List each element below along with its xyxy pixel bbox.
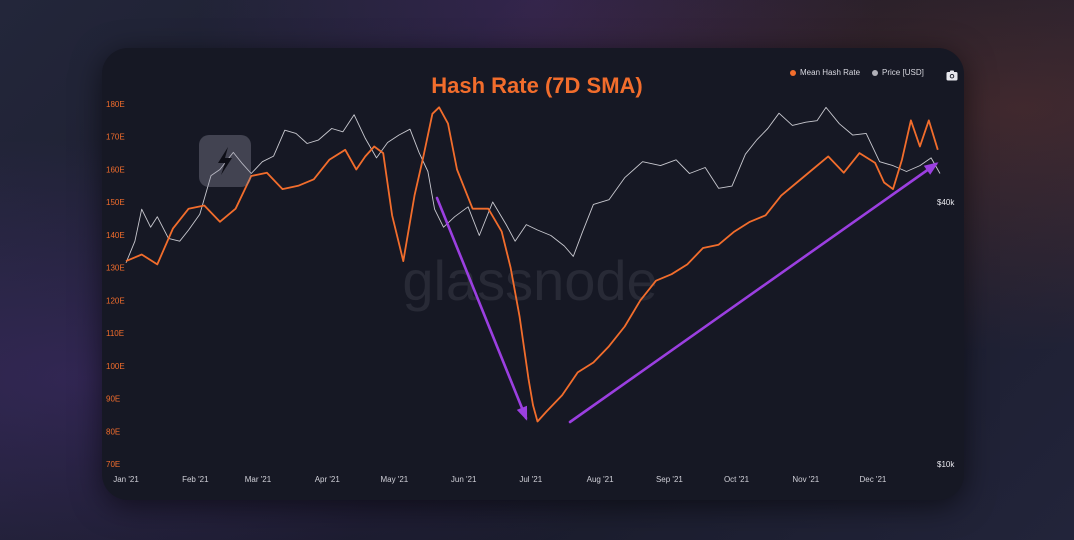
up-arrow-annotation-head xyxy=(923,162,939,175)
x-tick-label: Apr '21 xyxy=(315,475,341,484)
legend-label-hash-rate: Mean Hash Rate xyxy=(800,68,861,77)
camera-icon[interactable] xyxy=(946,68,958,81)
lightning-badge-icon xyxy=(199,135,251,187)
x-tick-label: Jan '21 xyxy=(113,475,139,484)
x-tick-label: May '21 xyxy=(380,475,408,484)
hash-rate-line xyxy=(125,106,939,423)
price-line xyxy=(125,106,941,263)
chart-legend: Mean Hash Rate Price [USD] xyxy=(790,68,924,77)
chart-title: Hash Rate (7D SMA) xyxy=(431,73,643,98)
x-tick-label: Jun '21 xyxy=(451,475,477,484)
chart-card xyxy=(102,48,964,500)
x-tick-label: Sep '21 xyxy=(656,475,683,484)
y-tick-label: 70E xyxy=(106,460,120,469)
x-tick-label: Jul '21 xyxy=(519,475,542,484)
legend-item-price[interactable]: Price [USD] xyxy=(872,68,924,77)
y-tick-label: 170E xyxy=(106,133,125,142)
down-arrow-annotation-head xyxy=(516,405,528,421)
legend-item-hash-rate[interactable]: Mean Hash Rate xyxy=(790,68,860,77)
y-tick-label: 140E xyxy=(106,231,125,240)
y-tick-label: 130E xyxy=(106,264,125,273)
legend-dot-hash-rate xyxy=(790,69,796,76)
legend-dot-price xyxy=(872,69,879,76)
up-arrow-annotation xyxy=(568,162,938,424)
y-tick-label: 180E xyxy=(106,100,125,109)
down-arrow-annotation xyxy=(435,196,528,420)
y-tick-label: 150E xyxy=(106,198,125,207)
x-tick-label: Feb '21 xyxy=(182,475,209,484)
y-tick-label: 160E xyxy=(106,165,125,174)
x-tick-label: Dec '21 xyxy=(859,475,886,484)
x-tick-label: Mar '21 xyxy=(245,475,272,484)
x-tick-label: Nov '21 xyxy=(792,475,819,484)
glassnode-watermark: glassnode xyxy=(402,249,657,312)
x-tick-label: Oct '21 xyxy=(724,475,750,484)
legend-label-price: Price [USD] xyxy=(882,68,924,77)
y2-tick-label: $10k xyxy=(937,460,955,469)
y-tick-label: 90E xyxy=(106,395,120,404)
y-tick-label: 120E xyxy=(106,296,125,305)
y-tick-label: 100E xyxy=(106,362,125,371)
y-tick-label: 110E xyxy=(106,329,124,338)
y2-tick-label: $40k xyxy=(937,198,955,207)
x-tick-label: Aug '21 xyxy=(587,475,614,484)
y-tick-label: 80E xyxy=(106,427,120,436)
